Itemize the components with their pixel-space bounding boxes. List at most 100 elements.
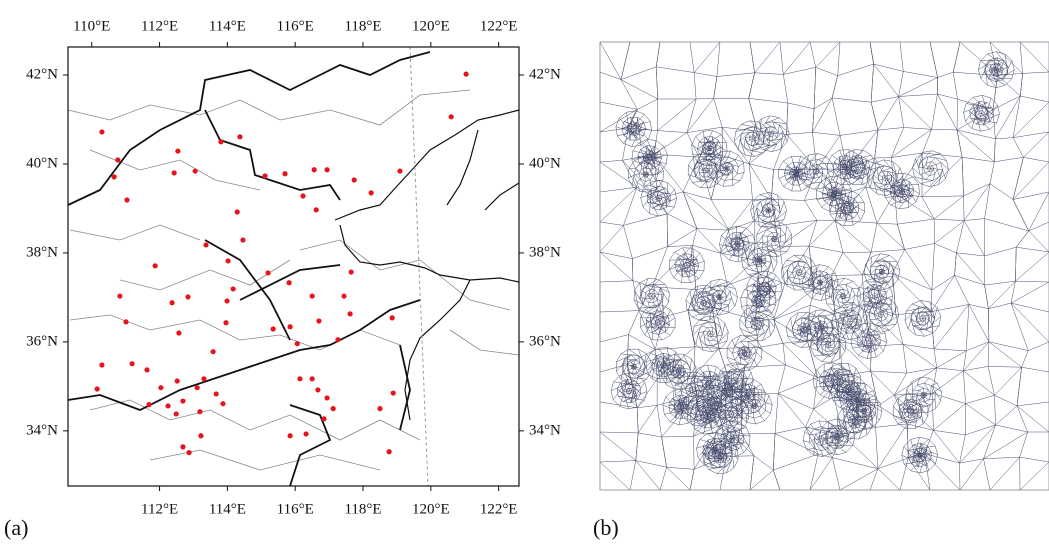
station bbox=[173, 411, 179, 417]
station bbox=[197, 409, 203, 415]
station bbox=[321, 416, 327, 422]
mesh-frame bbox=[599, 41, 1049, 491]
station bbox=[282, 171, 288, 177]
county-lines bbox=[67, 89, 520, 471]
station bbox=[389, 315, 395, 321]
station bbox=[218, 139, 224, 145]
station bbox=[234, 209, 240, 215]
station bbox=[287, 433, 293, 439]
station bbox=[201, 376, 207, 382]
coastline bbox=[334, 109, 520, 421]
station bbox=[169, 300, 175, 306]
station bbox=[186, 450, 192, 456]
station bbox=[213, 391, 219, 397]
station bbox=[286, 280, 292, 286]
station bbox=[198, 433, 204, 439]
station bbox=[386, 449, 392, 455]
x-tick-label: 116°E bbox=[277, 18, 314, 34]
y-tick-label: 34°N bbox=[26, 422, 58, 438]
x-tick-label: 120°E bbox=[412, 18, 450, 34]
panel-label: (b) bbox=[593, 515, 619, 540]
station bbox=[194, 385, 200, 391]
station bbox=[240, 237, 246, 243]
y-tick-label: 36°N bbox=[529, 333, 561, 349]
station bbox=[315, 387, 321, 393]
station bbox=[309, 376, 315, 382]
station bbox=[220, 401, 226, 407]
y-tick-label: 42°N bbox=[26, 66, 58, 82]
station bbox=[180, 444, 186, 450]
province-lines bbox=[67, 51, 431, 487]
station bbox=[309, 293, 315, 299]
station bbox=[303, 431, 309, 437]
station bbox=[175, 148, 181, 154]
station bbox=[347, 311, 353, 317]
station bbox=[185, 294, 191, 300]
station bbox=[171, 170, 177, 176]
station bbox=[294, 341, 300, 347]
y-tick-label: 42°N bbox=[529, 66, 561, 82]
map-frame bbox=[67, 46, 520, 487]
station bbox=[174, 378, 180, 384]
station bbox=[123, 319, 129, 325]
station bbox=[297, 376, 303, 382]
station bbox=[300, 193, 306, 199]
panel-label: (a) bbox=[4, 515, 28, 540]
station bbox=[165, 403, 171, 409]
station bbox=[144, 367, 150, 373]
station bbox=[152, 263, 158, 269]
station bbox=[129, 361, 135, 367]
y-tick-label: 36°N bbox=[26, 333, 58, 349]
station bbox=[377, 406, 383, 412]
station bbox=[225, 258, 231, 264]
x-tick-label: 112°E bbox=[141, 18, 178, 34]
station bbox=[230, 286, 236, 292]
station bbox=[115, 157, 121, 163]
mesh-edges bbox=[599, 41, 1049, 491]
station bbox=[158, 385, 164, 391]
station bbox=[265, 270, 271, 276]
station bbox=[180, 398, 186, 404]
station bbox=[210, 349, 216, 355]
station bbox=[99, 362, 105, 368]
station bbox=[330, 406, 336, 412]
station bbox=[341, 293, 347, 299]
station bbox=[324, 167, 330, 173]
station bbox=[117, 293, 123, 299]
x-tick-label: 122°E bbox=[480, 501, 518, 517]
boundaries bbox=[67, 46, 520, 487]
station bbox=[397, 168, 403, 174]
x-tick-label: 120°E bbox=[412, 501, 450, 517]
station bbox=[324, 395, 330, 401]
station bbox=[223, 320, 229, 326]
mesh bbox=[599, 41, 1049, 491]
station bbox=[311, 167, 317, 173]
x-tick-label: 112°E bbox=[141, 501, 178, 517]
x-tick-label: 122°E bbox=[480, 18, 518, 34]
station bbox=[313, 207, 319, 213]
station bbox=[224, 298, 230, 304]
station bbox=[262, 173, 268, 179]
station bbox=[237, 134, 243, 140]
y-tick-label: 40°N bbox=[26, 155, 58, 171]
station bbox=[316, 318, 322, 324]
x-tick-label: 114°E bbox=[209, 501, 246, 517]
station bbox=[348, 269, 354, 275]
y-tick-label: 34°N bbox=[529, 422, 561, 438]
x-tick-label: 116°E bbox=[277, 501, 314, 517]
x-tick-label: 114°E bbox=[209, 18, 246, 34]
x-tick-label: 118°E bbox=[344, 18, 381, 34]
y-tick-label: 38°N bbox=[26, 244, 58, 260]
station bbox=[99, 129, 105, 135]
station bbox=[124, 197, 130, 203]
station bbox=[335, 337, 341, 343]
station bbox=[287, 324, 293, 330]
y-tick-label: 40°N bbox=[529, 155, 561, 171]
dashed-line bbox=[409, 46, 429, 487]
station bbox=[192, 168, 198, 174]
station bbox=[448, 114, 454, 120]
station bbox=[146, 402, 152, 408]
station bbox=[368, 190, 374, 196]
y-tick-label: 38°N bbox=[529, 244, 561, 260]
